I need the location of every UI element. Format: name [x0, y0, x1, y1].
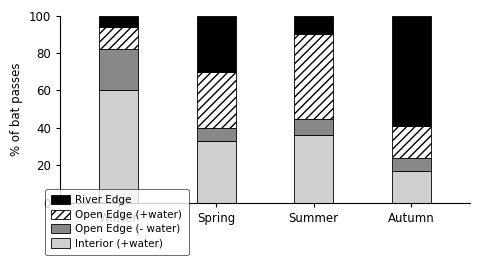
Bar: [196, 16, 235, 72]
Bar: [392, 126, 431, 158]
Bar: [392, 171, 431, 203]
Bar: [294, 135, 334, 203]
Bar: [392, 16, 431, 126]
Bar: [196, 72, 235, 128]
Bar: [99, 16, 138, 27]
Bar: [196, 141, 235, 203]
Y-axis label: % of bat passes: % of bat passes: [10, 62, 23, 156]
Bar: [294, 16, 334, 34]
Bar: [392, 158, 431, 171]
Bar: [294, 34, 334, 119]
Bar: [99, 49, 138, 90]
Bar: [99, 27, 138, 49]
Legend: River Edge, Open Edge (+water), Open Edge (- water), Interior (+water): River Edge, Open Edge (+water), Open Edg…: [45, 189, 189, 255]
Bar: [99, 90, 138, 203]
Bar: [294, 119, 334, 135]
Bar: [196, 128, 235, 141]
